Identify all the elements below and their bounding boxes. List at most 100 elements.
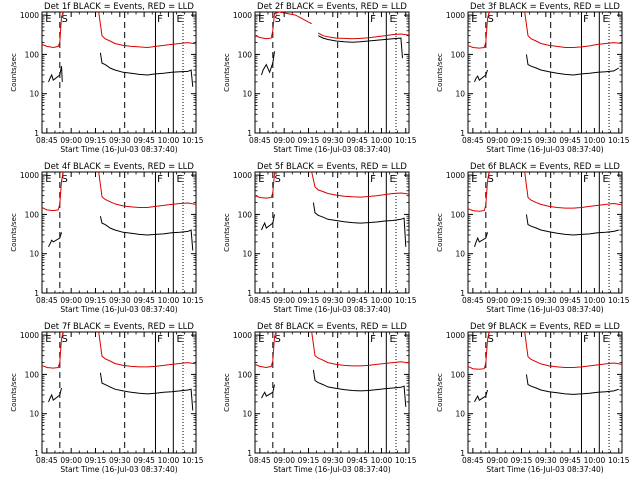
y-axis-label: Counts/sec [436,213,444,252]
panel-title: Det 8f BLACK = Events, RED = LLD [257,322,407,332]
x-tick-label: 09:45 [133,296,155,305]
x-tick-label: 10:15 [395,456,417,465]
x-axis-label: Start Time (16-Jul-03 08:37:40) [273,145,390,154]
series-lld-line-segment-1 [41,11,64,49]
x-tick-label: 10:15 [182,296,204,305]
series-events-line-segment-1 [474,232,488,247]
x-tick-label: 10:15 [395,136,417,145]
panel-title: Det 2f BLACK = Events, RED = LLD [257,2,407,12]
marker-letter: E [258,174,264,185]
series-events-line-segment-1 [48,232,62,248]
marker-letter: S [274,334,280,345]
y-tick-label: 1000 [446,331,465,340]
x-tick-label: 09:15 [298,296,320,305]
x-tick-label: 09:45 [133,136,155,145]
x-tick-label: 09:45 [559,136,581,145]
series-lld-line-segment-2 [524,331,623,368]
y-tick-label: 100 [451,210,466,219]
marker-letter: S [61,14,67,25]
y-tick-label: 1000 [446,11,465,20]
marker-letter: E [471,174,477,185]
marker-letter: E [471,334,477,345]
y-axis-label: Counts/sec [10,213,18,252]
y-tick-label: 1 [460,289,465,298]
series-events-line-segment-1 [474,69,488,83]
panel-title: Det 5f BLACK = Events, RED = LLD [257,162,407,172]
x-tick-label: 09:30 [109,296,131,305]
y-axis-label: Counts/sec [223,53,231,92]
series-lld-line-segment-1 [467,171,490,212]
y-tick-label: 1 [34,449,39,458]
x-tick-label: 09:30 [535,136,557,145]
x-tick-label: 09:00 [60,296,82,305]
marker-letter: E [390,334,396,345]
y-tick-label: 10 [455,250,465,259]
marker-letter: E [177,14,183,25]
x-axis-label: Start Time (16-Jul-03 08:37:40) [486,305,603,314]
x-tick-label: 09:00 [273,296,295,305]
marker-letter: E [603,174,609,185]
marker-letter: F [370,14,376,25]
marker-letter: S [61,174,67,185]
marker-letter: F [583,334,589,345]
series-events-line-segment-1 [48,387,62,403]
y-tick-label: 10 [29,250,39,259]
panel-det-3f: Det 3f BLACK = Events, RED = LLD 1 10 100 10… [436,2,630,154]
marker-letter: E [177,334,183,345]
x-tick-label: 10:15 [182,456,204,465]
marker-letter: E [258,334,264,345]
x-tick-label: 09:15 [511,456,533,465]
x-axis-label: Start Time (16-Jul-03 08:37:40) [486,465,603,474]
x-tick-label: 09:00 [486,456,508,465]
y-tick-label: 10 [455,90,465,99]
x-tick-label: 09:00 [273,136,295,145]
y-tick-label: 1000 [233,11,252,20]
y-tick-label: 100 [238,50,253,59]
marker-letter: F [370,174,376,185]
marker-letter: E [45,334,51,345]
marker-letter: F [370,334,376,345]
plot-frame [41,11,197,134]
panel-det-7f: Det 7f BLACK = Events, RED = LLD 1 10 100 10… [10,322,204,474]
y-tick-label: 1000 [233,331,252,340]
x-tick-label: 10:15 [608,456,630,465]
x-tick-label: 09:30 [322,136,344,145]
x-tick-label: 10:15 [608,136,630,145]
marker-letter: E [390,174,396,185]
panel-title: Det 3f BLACK = Events, RED = LLD [470,2,620,12]
series-lld-line-segment-2 [524,171,623,209]
x-tick-label: 10:00 [584,456,606,465]
series-lld-line-segment-1 [254,331,277,369]
series-events-line-segment-2 [525,214,619,236]
series-events-line-segment-2 [99,372,194,411]
x-tick-label: 09:30 [535,456,557,465]
x-tick-label: 09:15 [85,296,107,305]
x-tick-label: 09:00 [486,296,508,305]
series-lld-line-segment-2 [98,331,197,368]
marker-letter: S [274,14,280,25]
x-tick-label: 08:45 [249,136,271,145]
x-tick-label: 08:45 [36,136,58,145]
series-lld-line-segment-1 [254,171,277,199]
marker-letter: S [487,174,493,185]
x-tick-label: 09:15 [85,136,107,145]
series-lld-line-segment-1 [467,331,490,370]
series-events-line-segment-1 [261,384,275,399]
y-tick-label: 10 [242,90,252,99]
x-tick-label: 08:45 [462,456,484,465]
x-tick-label: 09:45 [346,296,368,305]
y-tick-label: 1000 [20,331,39,340]
series-lld-line-segment-2 [524,11,623,48]
x-tick-label: 09:45 [133,456,155,465]
y-tick-label: 1000 [233,171,252,180]
plot-frame [254,11,410,134]
y-axis-label: Counts/sec [436,53,444,92]
x-axis-label: Start Time (16-Jul-03 08:37:40) [273,305,390,314]
y-tick-label: 1 [34,289,39,298]
series-lld-line-segment-1 [41,331,64,369]
panel-det-1f: Det 1f BLACK = Events, RED = LLD 1 10 100 10… [10,2,204,154]
x-axis-label: Start Time (16-Jul-03 08:37:40) [60,465,177,474]
series-lld-line-segment-2 [311,331,410,367]
x-axis-label: Start Time (16-Jul-03 08:37:40) [273,465,390,474]
panel-det-2f: Det 2f BLACK = Events, RED = LLD 1 10 100 10… [223,2,417,154]
